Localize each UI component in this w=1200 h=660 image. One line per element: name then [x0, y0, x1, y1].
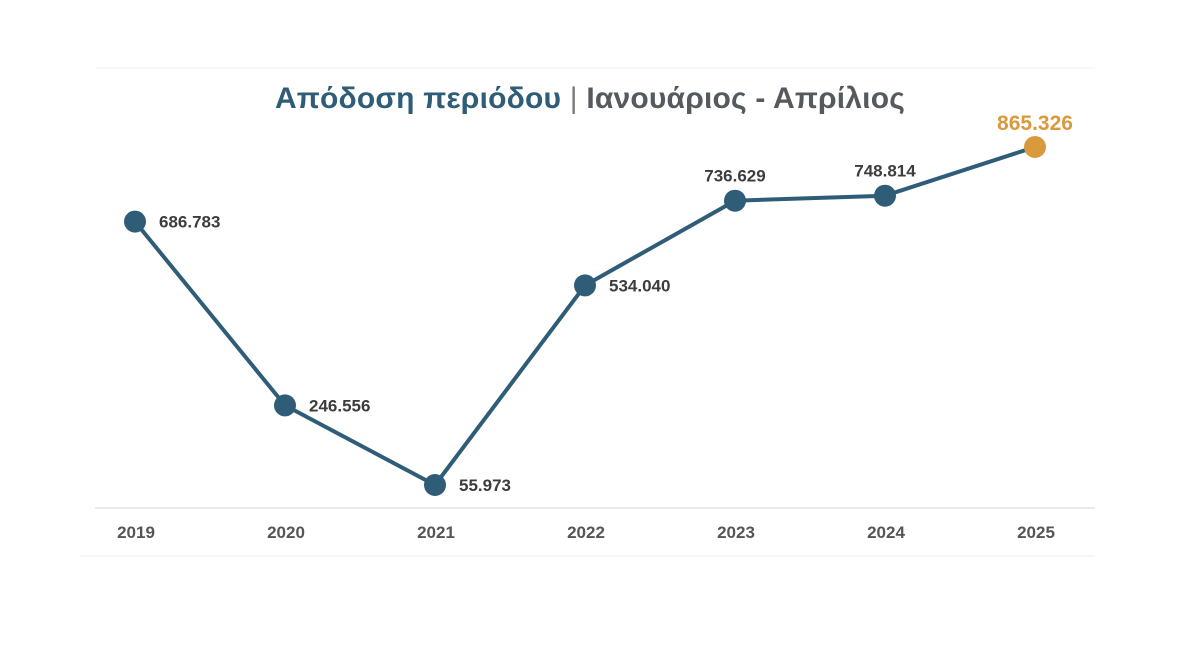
x-tick-2024: 2024 [867, 523, 905, 542]
data-label-2025: 865.326 [997, 112, 1073, 135]
chart-title-separator: | [569, 82, 578, 115]
chart-title-sub: Ιανουάριος - Απρίλιος [586, 82, 906, 115]
data-label-2021: 55.973 [459, 476, 511, 495]
x-tick-2019: 2019 [117, 523, 155, 542]
data-point-2023 [724, 189, 746, 212]
x-tick-2023: 2023 [717, 523, 755, 542]
data-point-2025 [1024, 136, 1046, 158]
data-label-2022: 534.040 [609, 276, 670, 295]
data-point-2020 [274, 394, 296, 417]
data-label-2023: 736.629 [704, 167, 765, 186]
data-point-2021 [424, 474, 446, 496]
data-label-2024: 748.814 [854, 162, 916, 181]
x-tick-2025: 2025 [1017, 523, 1055, 542]
x-tick-2021: 2021 [417, 523, 455, 542]
data-label-2019: 686.783 [159, 213, 220, 232]
data-point-2022 [574, 274, 596, 297]
chart-title: Απόδοση περιόδου | Ιανουάριος - Απρίλιος [0, 82, 1180, 116]
data-label-2020: 246.556 [309, 396, 370, 415]
data-point-2019 [124, 210, 146, 233]
x-tick-2022: 2022 [567, 523, 605, 542]
chart-title-main: Απόδοση περιόδου [274, 82, 562, 115]
x-tick-2020: 2020 [267, 523, 305, 542]
series-line [133, 145, 1037, 487]
data-point-2024 [874, 184, 896, 207]
